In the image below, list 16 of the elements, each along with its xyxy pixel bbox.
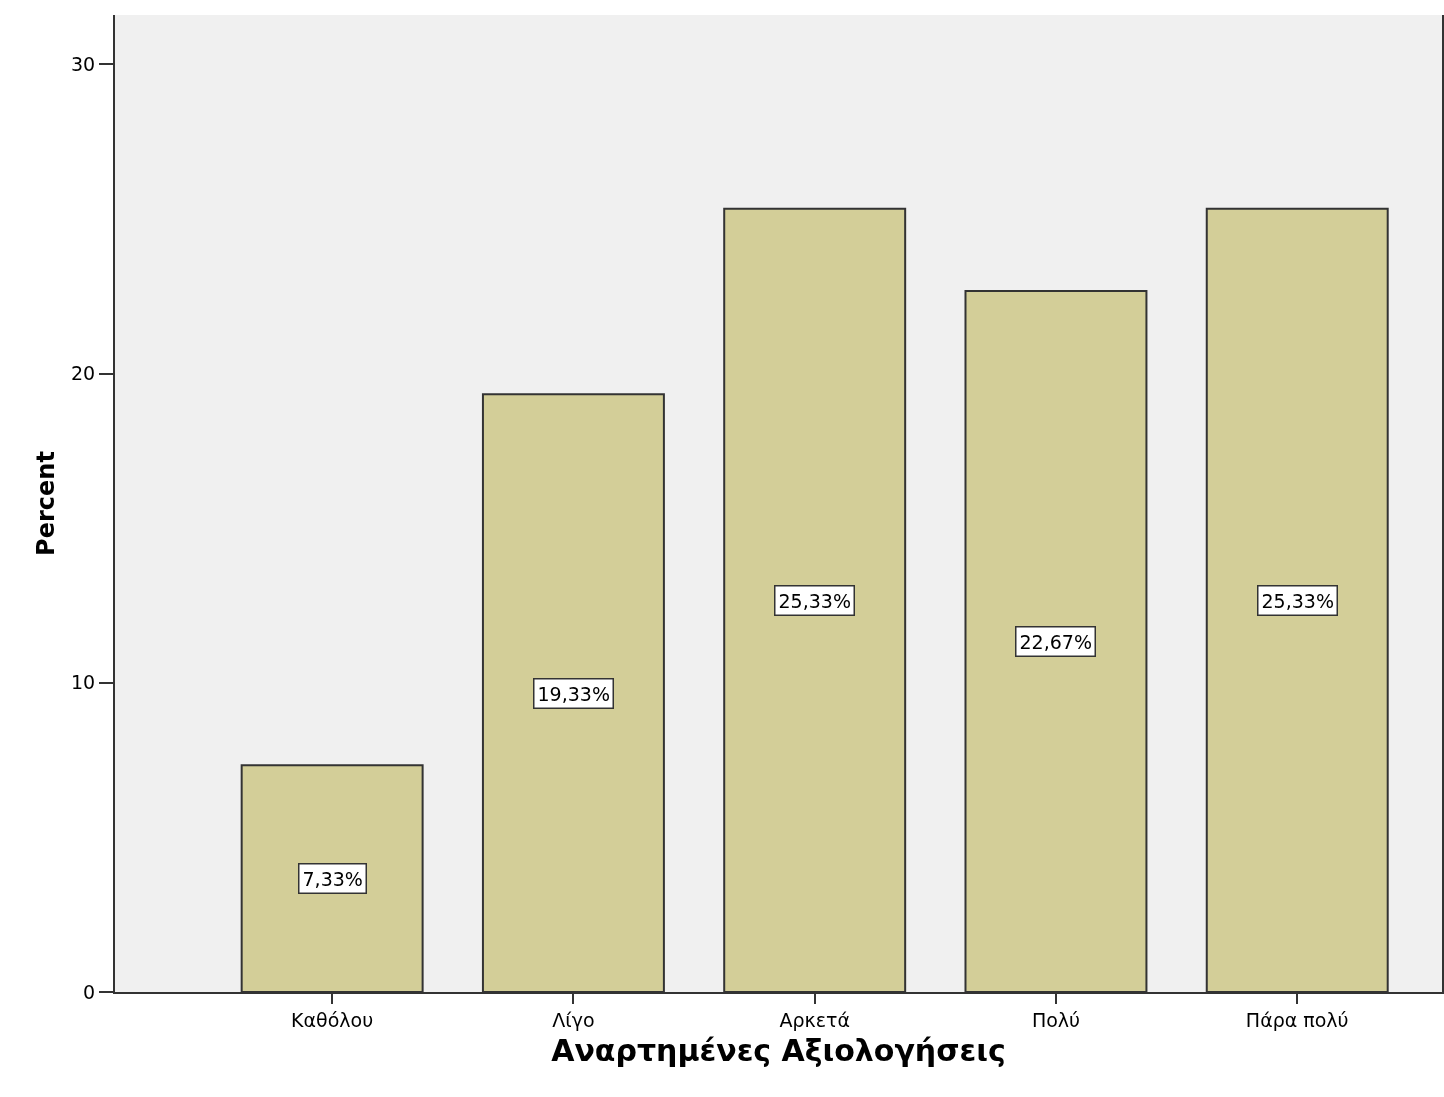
x-axis-title: Αναρτημένες Αξιολογήσεις xyxy=(551,1032,1006,1068)
data-label: 25,33% xyxy=(778,589,851,612)
data-label: 22,67% xyxy=(1019,630,1092,653)
y-axis-title: Percent xyxy=(31,451,60,556)
data-label: 19,33% xyxy=(537,682,610,705)
x-tick-label: Πάρα πολύ xyxy=(1245,1008,1349,1031)
y-tick-label: 0 xyxy=(83,980,96,1003)
x-tick-label: Αρκετά xyxy=(779,1008,850,1031)
x-tick-label: Λίγο xyxy=(552,1008,595,1031)
data-label: 7,33% xyxy=(302,867,363,890)
data-label: 25,33% xyxy=(1261,589,1334,612)
y-tick-label: 20 xyxy=(71,362,96,385)
y-tick-label: 10 xyxy=(71,671,96,694)
x-tick-label: Πολύ xyxy=(1031,1008,1081,1031)
y-tick-label: 30 xyxy=(71,53,96,76)
x-tick-label: Καθόλου xyxy=(291,1008,374,1031)
